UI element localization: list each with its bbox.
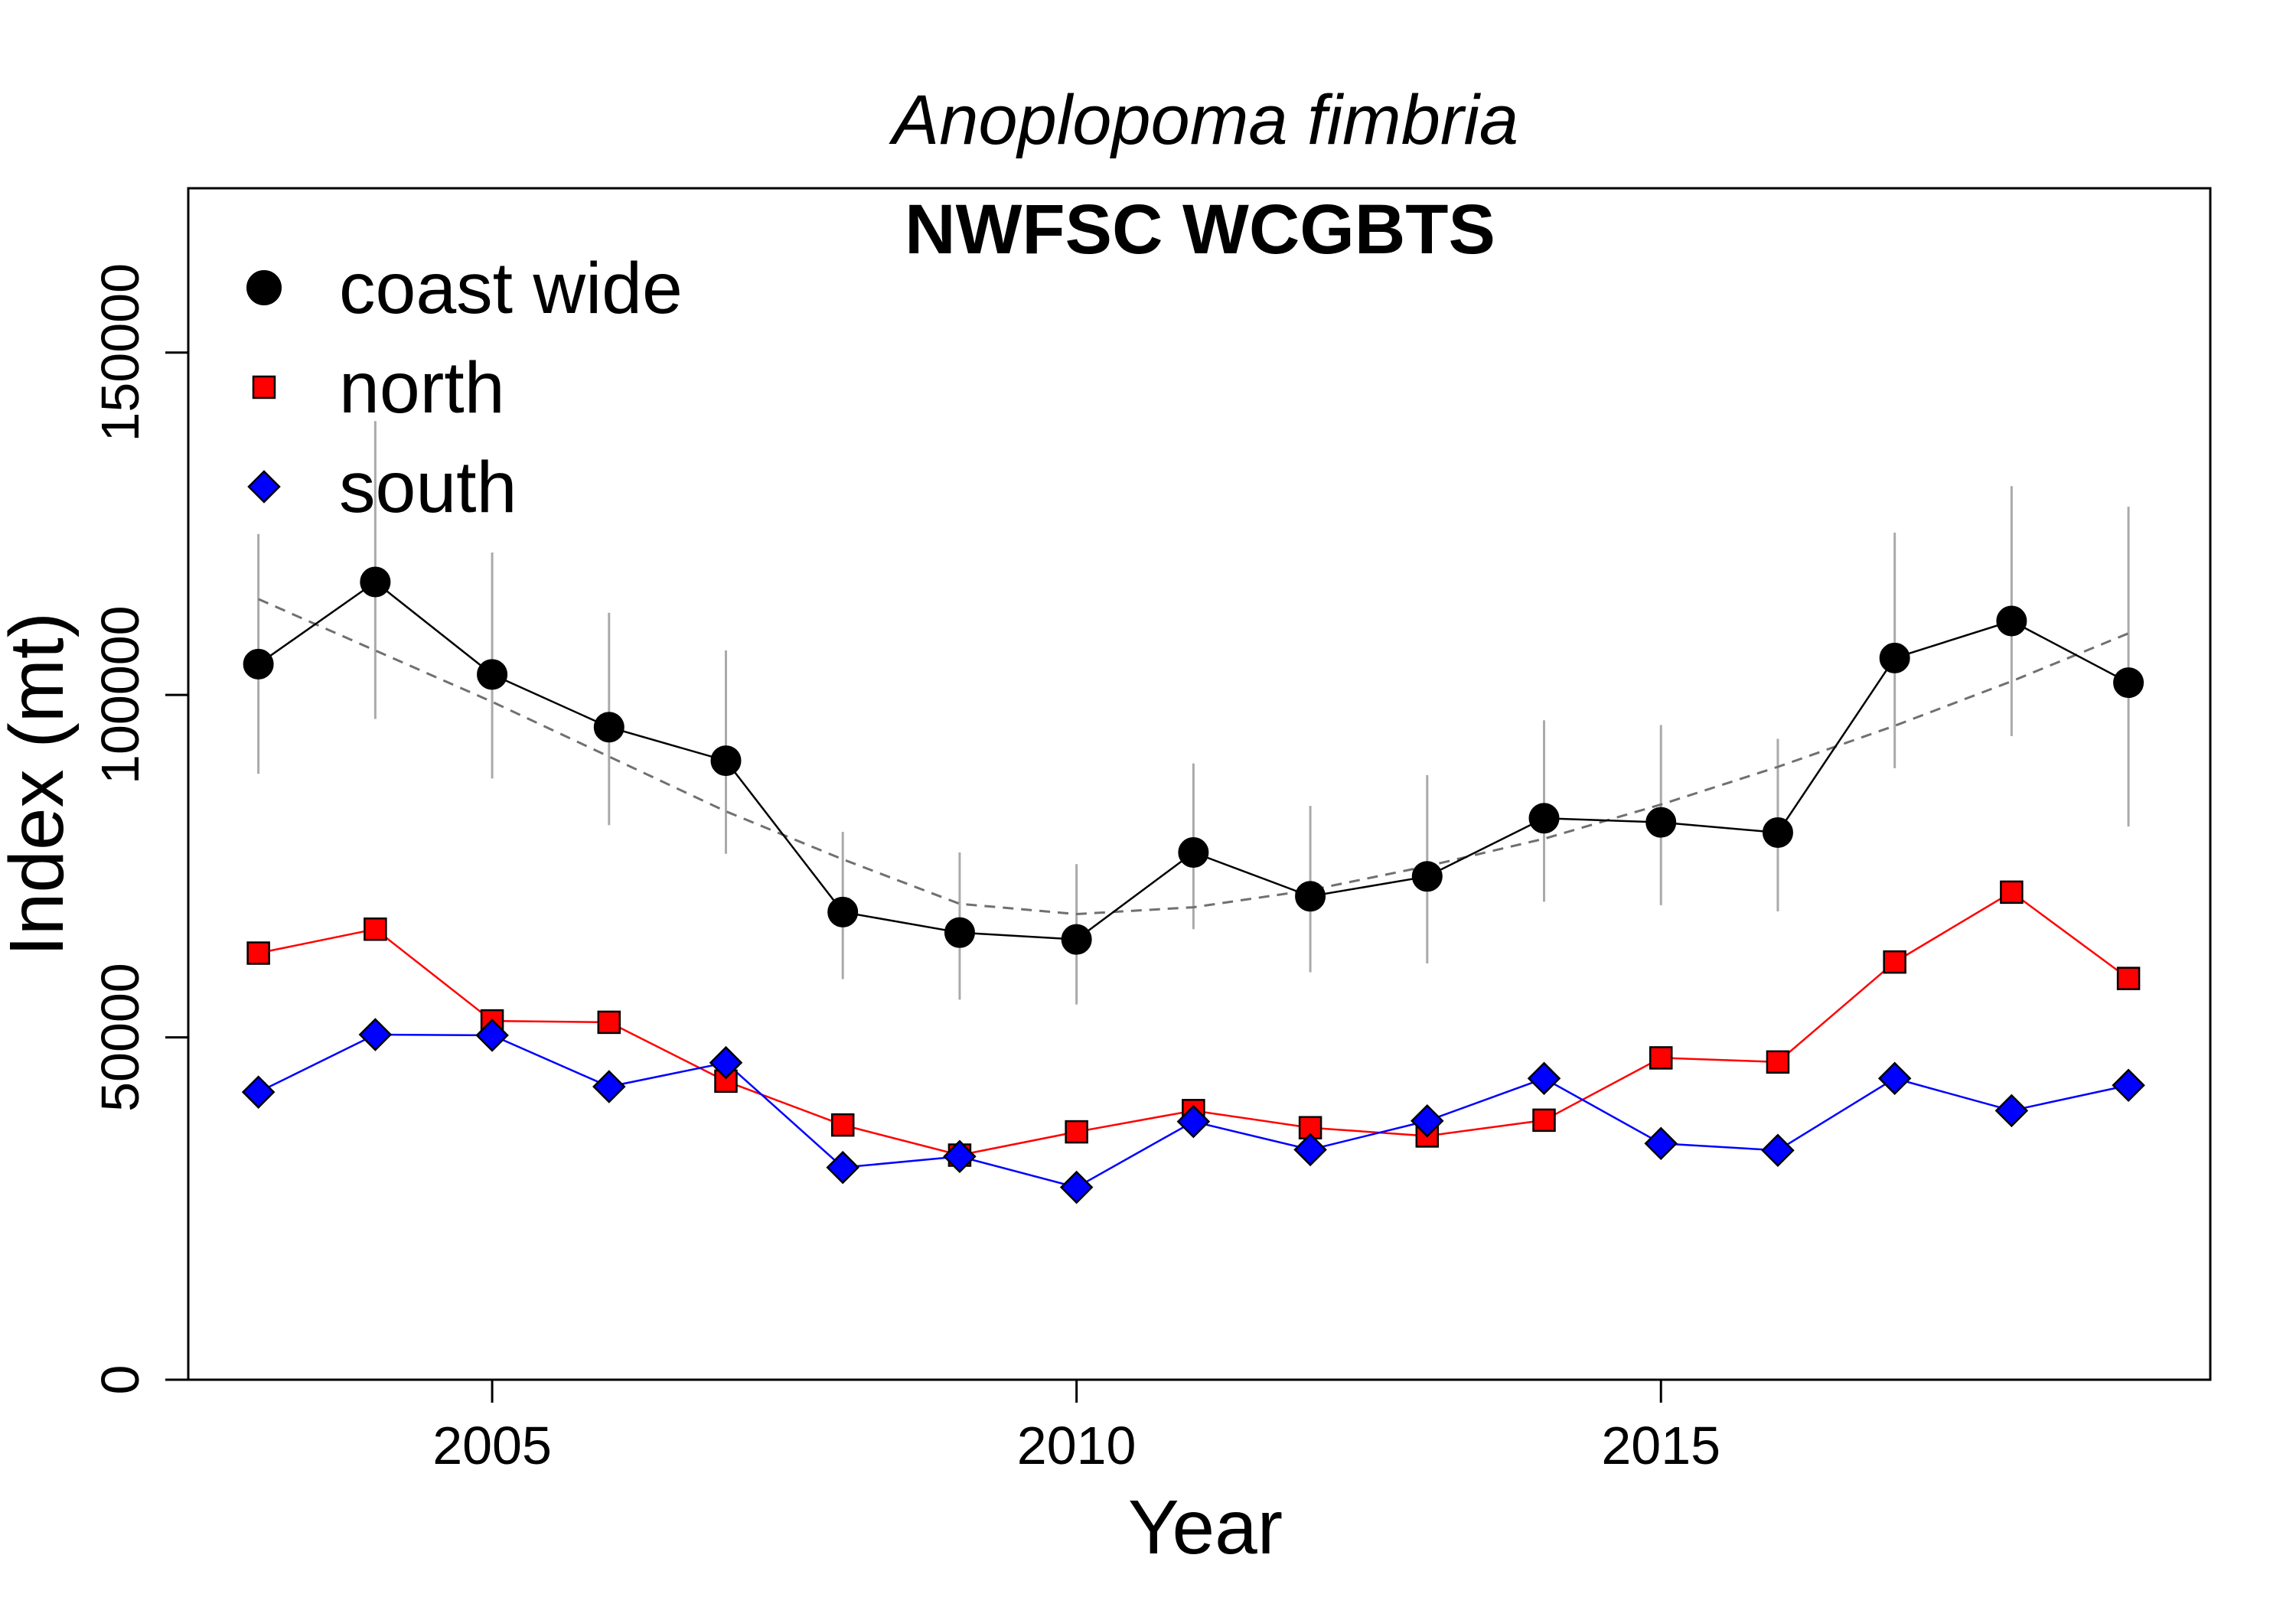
series-points-south	[241, 1018, 2145, 1204]
legend-marker	[252, 375, 276, 399]
data-point	[2116, 966, 2141, 990]
legend-item: coast wide	[246, 248, 683, 329]
data-point	[1293, 1133, 1327, 1167]
data-point	[1877, 1061, 1912, 1096]
x-tick-label: 2015	[1601, 1416, 1720, 1475]
series-points-coast-wide	[243, 566, 2144, 955]
data-point	[2000, 880, 2024, 905]
data-point	[592, 1070, 626, 1103]
y-tick-label: 0	[90, 1365, 150, 1395]
y-axis-label: Index (mt)	[0, 612, 80, 957]
data-point	[1528, 803, 1560, 834]
y-tick-label: 150000	[90, 263, 150, 442]
x-tick-label: 2010	[1017, 1416, 1137, 1475]
data-point	[475, 1019, 509, 1052]
data-point	[944, 917, 975, 948]
legend-marker	[247, 470, 281, 504]
data-point	[364, 917, 387, 941]
data-point	[1061, 924, 1092, 955]
data-point	[1059, 1170, 1094, 1204]
data-point	[943, 1139, 977, 1174]
data-point	[1996, 605, 2027, 637]
data-point	[709, 1045, 743, 1080]
y-tick-label: 50000	[90, 963, 150, 1112]
data-point	[1644, 1126, 1678, 1161]
data-point	[1994, 1094, 2029, 1128]
data-point	[1176, 1104, 1211, 1139]
trend-line	[258, 598, 2129, 916]
data-point	[358, 1018, 393, 1051]
data-point	[826, 1150, 859, 1185]
data-point	[1065, 1120, 1088, 1144]
data-point	[1761, 1133, 1795, 1168]
data-point	[827, 896, 859, 927]
data-point	[1762, 817, 1793, 849]
data-point	[1883, 950, 1906, 974]
legend-item: north	[252, 347, 505, 429]
data-point	[241, 1075, 276, 1109]
data-point	[710, 745, 742, 777]
data-point	[246, 941, 270, 965]
data-point	[830, 1113, 855, 1137]
data-point	[1411, 861, 1443, 892]
y-axis: 0 50000 100000 150000	[90, 263, 190, 1395]
chart-subtitle: NWFSC WCGBTS	[905, 191, 1495, 269]
data-point	[1411, 1103, 1444, 1138]
x-tick-label: 2005	[432, 1416, 552, 1475]
y-tick-label: 100000	[90, 605, 150, 784]
x-axis-label: Year	[1128, 1485, 1283, 1570]
data-point	[1295, 881, 1326, 912]
data-point	[1649, 1046, 1673, 1070]
legend: coast wide north south	[246, 248, 683, 528]
data-point	[1527, 1061, 1561, 1096]
legend-label: coast wide	[339, 248, 683, 329]
data-point	[2112, 1068, 2145, 1102]
data-point	[593, 712, 625, 743]
data-point	[1766, 1050, 1790, 1074]
data-point	[1879, 642, 1910, 673]
data-point	[1178, 836, 1209, 868]
legend-item: south	[247, 447, 517, 528]
legend-label: north	[339, 347, 505, 429]
x-axis: 2005 2010 2015	[432, 1378, 1720, 1475]
data-point	[2113, 667, 2144, 699]
plot-marks	[241, 421, 2145, 1204]
data-point	[1645, 807, 1677, 838]
error-bars	[257, 421, 2130, 1005]
chart-title: Anoplopoma fimbria	[889, 81, 1518, 159]
data-point	[597, 1010, 621, 1035]
data-point	[1532, 1108, 1556, 1133]
data-point	[243, 648, 274, 680]
legend-label: south	[339, 447, 517, 528]
data-point	[477, 659, 508, 690]
data-point	[360, 566, 391, 598]
legend-marker	[246, 270, 282, 305]
